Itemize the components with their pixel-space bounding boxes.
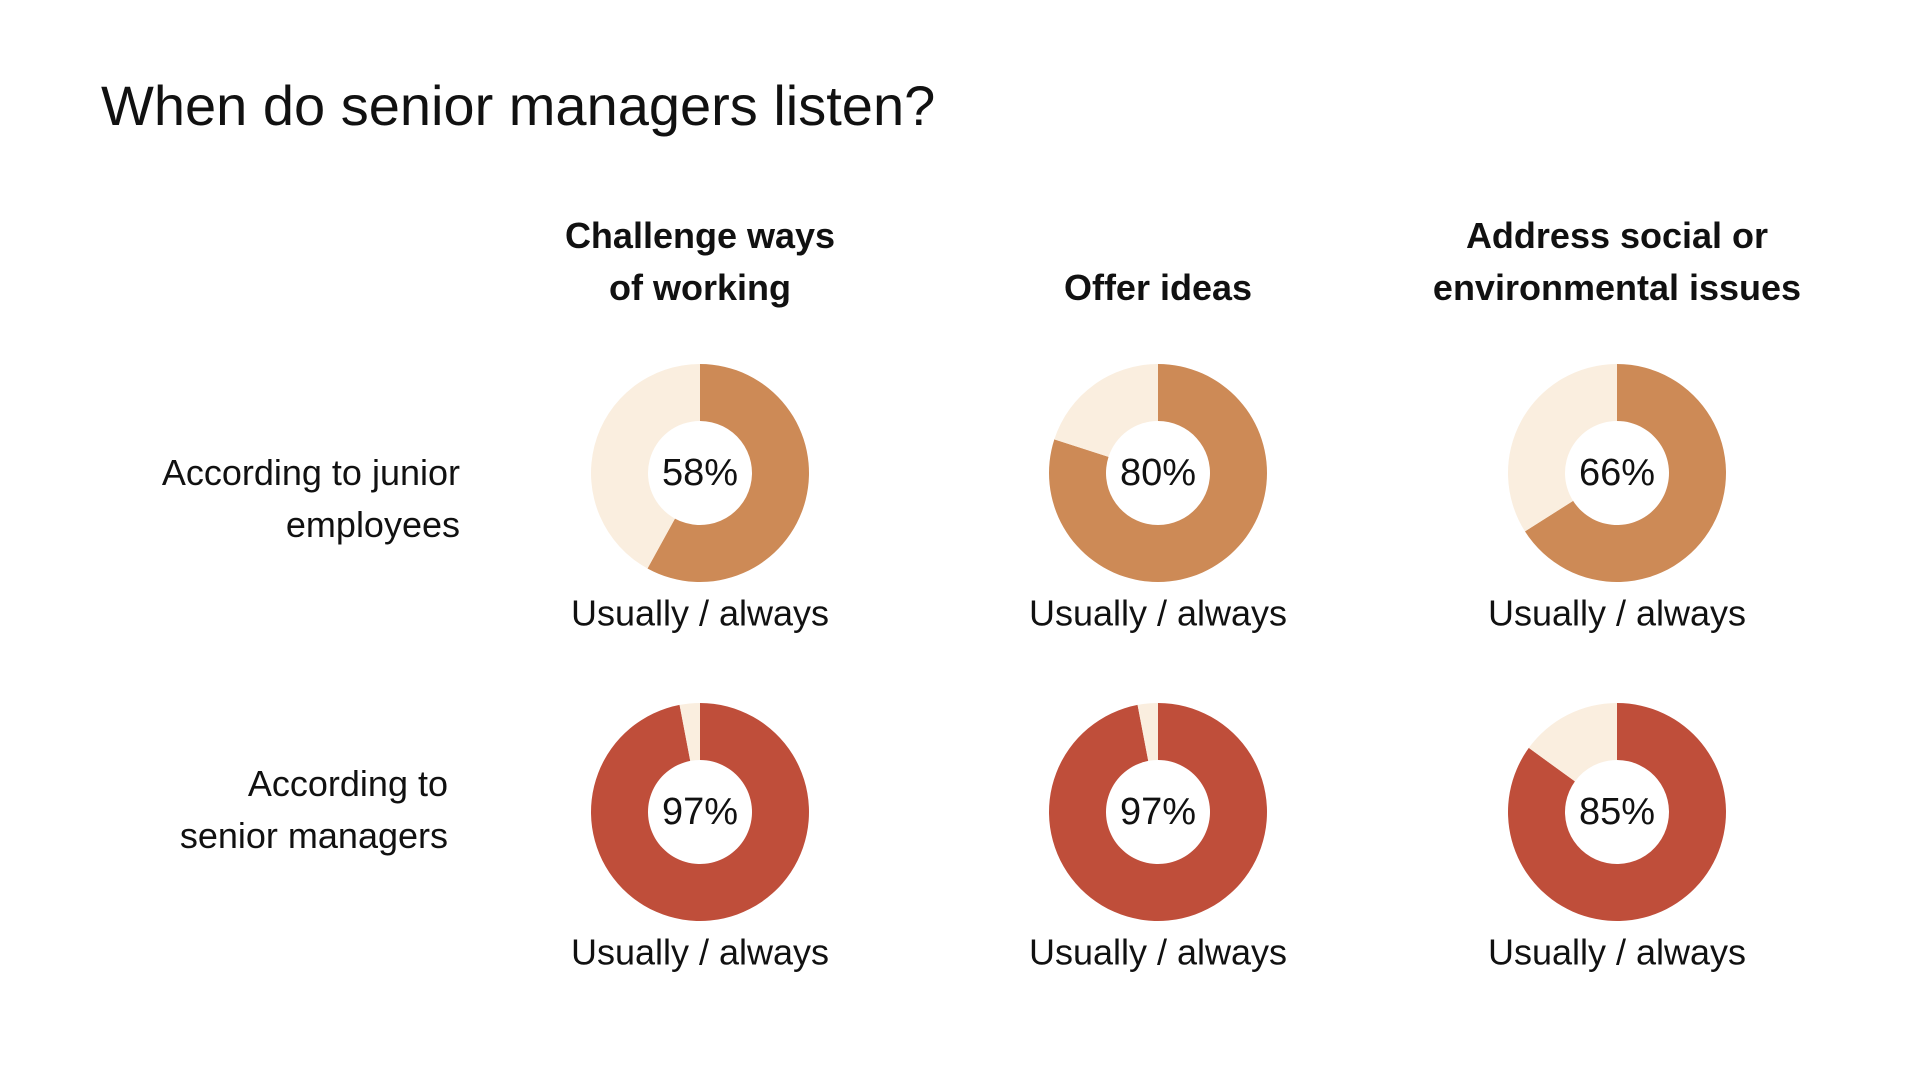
donut-value-label: 97% bbox=[662, 791, 738, 833]
row-label-line: According to bbox=[247, 763, 448, 804]
donut-value-label: 80% bbox=[1120, 452, 1196, 494]
column-header-line: Address social or bbox=[1465, 215, 1769, 256]
donut-slice-caption: Usually / always bbox=[571, 593, 829, 634]
row-label-line: senior managers bbox=[179, 815, 448, 856]
donut-according-to-senior-managers-challenge-ways-of-working: 97% Usually / always bbox=[571, 703, 829, 973]
donut-value-label: 85% bbox=[1579, 791, 1655, 833]
donut-according-to-senior-managers-address-social-or-environmental-issues: 85% Usually / always bbox=[1488, 703, 1746, 973]
column-header-line: Offer ideas bbox=[1063, 267, 1253, 308]
donut-value-label: 58% bbox=[662, 452, 738, 494]
column-header-line: Challenge ways bbox=[564, 215, 836, 256]
donut-slice-remainder bbox=[1508, 364, 1617, 532]
donut-slice-caption: Usually / always bbox=[1029, 932, 1287, 973]
column-header-line: of working bbox=[609, 267, 791, 308]
donut-slice-usually-always bbox=[590, 703, 809, 921]
row-label-line: According to junior bbox=[161, 452, 460, 493]
row-label-junior-employees: According to junior employees bbox=[40, 447, 460, 551]
column-header-challenge-ways-of-working: Challenge ways of working bbox=[480, 210, 920, 314]
donut-according-to-junior-employees-challenge-ways-of-working: 58% Usually / always bbox=[571, 364, 829, 634]
donut-slice-remainder bbox=[1137, 703, 1158, 761]
row-label-line: employees bbox=[285, 504, 460, 545]
donut-slice-usually-always bbox=[1049, 364, 1268, 582]
donut-according-to-junior-employees-offer-ideas: 80% Usually / always bbox=[1029, 364, 1287, 634]
donut-slice-usually-always bbox=[1049, 703, 1267, 921]
donut-slice-usually-always bbox=[1524, 364, 1726, 583]
column-header-line: environmental issues bbox=[1432, 267, 1802, 308]
donut-according-to-senior-managers-offer-ideas: 97% Usually / always bbox=[1029, 703, 1287, 973]
chart-title: When do senior managers listen? bbox=[101, 74, 936, 137]
donut-slice-caption: Usually / always bbox=[571, 932, 829, 973]
donut-value-label: 97% bbox=[1120, 791, 1196, 833]
donut-slice-remainder bbox=[590, 364, 700, 569]
column-header-offer-ideas: Offer ideas bbox=[938, 262, 1378, 314]
donut-slice-remainder bbox=[1054, 364, 1158, 457]
column-header-address-social-or-environmental-issues: Address social or environmental issues bbox=[1397, 210, 1837, 314]
row-label-senior-managers: According to senior managers bbox=[28, 758, 448, 862]
donut-value-label: 66% bbox=[1579, 452, 1655, 494]
donut-slice-remainder bbox=[679, 703, 700, 761]
donut-according-to-junior-employees-address-social-or-environmental-issues: 66% Usually / always bbox=[1488, 364, 1746, 634]
donut-slice-usually-always bbox=[647, 364, 809, 582]
donut-slice-usually-always bbox=[1508, 703, 1726, 921]
donut-slice-caption: Usually / always bbox=[1488, 593, 1746, 634]
donut-slice-remainder bbox=[1528, 703, 1617, 782]
donut-slice-caption: Usually / always bbox=[1488, 932, 1746, 973]
donut-slice-caption: Usually / always bbox=[1029, 593, 1287, 634]
